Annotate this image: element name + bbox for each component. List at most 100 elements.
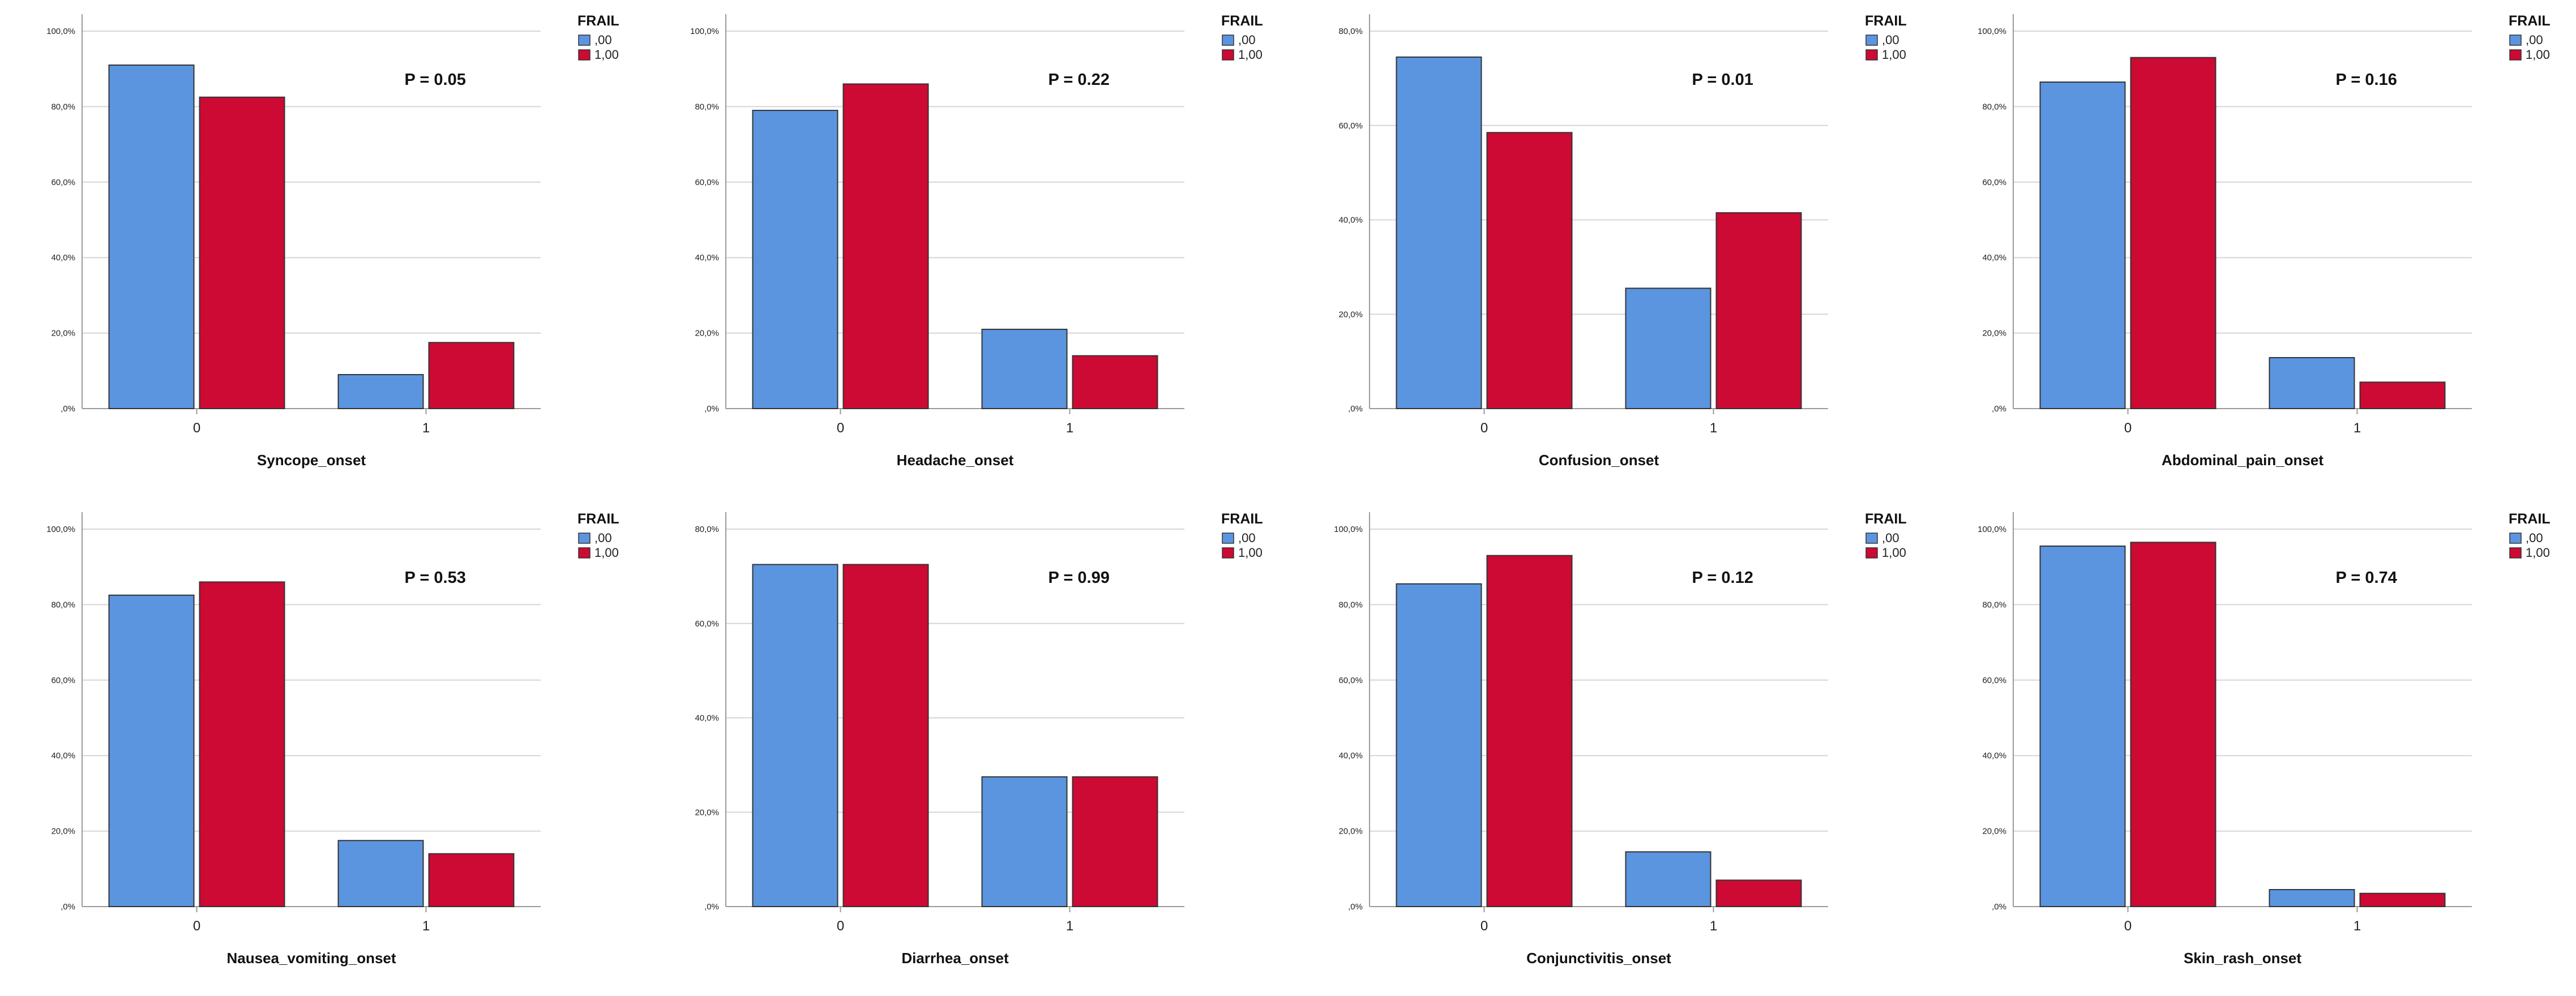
y-tick-label: 60,0% [695,178,719,187]
y-tick-label: 60,0% [695,619,719,629]
bar-frail-0-cat-0 [752,110,838,409]
x-tick-label: 1 [1710,918,1717,934]
legend-swatch-frail-0 [1222,533,1234,544]
bar-frail-1-cat-1 [1715,879,1802,907]
legend-title: FRAIL [577,511,619,527]
legend-swatch-frail-1 [2509,547,2522,559]
chart-svg: ,0% 20,0% 40,0% 60,0% 80,0% 0 1 Diarrhea_onset P… [695,511,1263,967]
chart-panel-abdominal-pain: ,0% 20,0% 40,0% 60,0% 80,0% 100,0% 0 1 Abdominal… [1931,0,2575,498]
y-tick-label: 20,0% [1338,827,1363,836]
y-tick-label: 100,0% [46,27,75,36]
bar-frail-0-cat-1 [337,840,424,908]
p-value-annotation: P = 0.16 [2336,71,2397,89]
bar-frail-1-cat-1 [428,342,515,410]
p-value-annotation: P = 0.53 [405,569,466,587]
legend-swatch-frail-1 [578,49,590,61]
bar-frail-1-cat-0 [2130,542,2216,908]
x-tick-label: 0 [2124,420,2132,436]
bar-frail-0-cat-0 [1396,583,1482,907]
y-tick-label: 20,0% [51,827,75,836]
bar-frail-1-cat-0 [842,564,929,907]
bar-frail-0-cat-1 [981,328,1068,409]
y-tick-label: 100,0% [1978,525,2006,534]
chart-svg: ,0% 20,0% 40,0% 60,0% 80,0% 100,0% 0 1 Conjuncti… [1334,511,1907,967]
bar-frail-0-cat-0 [1396,56,1482,409]
bar-frail-1-cat-0 [842,83,929,409]
y-tick-label: ,0% [1992,902,2006,912]
chart-svg: ,0% 20,0% 40,0% 60,0% 80,0% 100,0% 0 1 Nausea_vo… [46,511,619,967]
legend-swatch-frail-0 [578,533,590,544]
chart-panel-headache: ,0% 20,0% 40,0% 60,0% 80,0% 100,0% 0 1 Headache_… [644,0,1287,498]
legend-label-frail-0: ,00 [1238,531,1256,545]
x-tick-label: 0 [1480,420,1488,436]
bar-frail-0-cat-0 [108,65,195,409]
chart-svg: ,0% 20,0% 40,0% 60,0% 80,0% 100,0% 0 1 Skin_rash… [1978,511,2550,967]
legend-swatch-frail-0 [578,35,590,46]
y-tick-label: 40,0% [1338,216,1363,225]
x-tick-label: 0 [1480,918,1488,934]
bar-frail-0-cat-1 [1625,851,1711,907]
legend-swatch-frail-1 [1865,547,1878,559]
x-tick-label: 1 [2354,420,2361,436]
y-tick-label: 80,0% [695,525,719,534]
legend-label-frail-0: ,00 [1882,33,1899,47]
x-axis-title: Headache_onset [897,452,1014,469]
legend-swatch-frail-1 [1865,49,1878,61]
legend-title: FRAIL [1221,511,1263,527]
y-tick-label: 40,0% [51,751,75,761]
legend-label-frail-0: ,00 [2526,33,2543,47]
legend-label-frail-1: 1,00 [1882,546,1906,560]
x-axis-title: Nausea_vomiting_onset [226,950,396,967]
y-tick-label: 80,0% [51,102,75,111]
y-tick-label: 20,0% [695,329,719,338]
bar-frail-0-cat-0 [2039,81,2126,410]
y-tick-label: 100,0% [690,27,719,36]
chart-panel-skin-rash: ,0% 20,0% 40,0% 60,0% 80,0% 100,0% 0 1 Skin_rash… [1931,498,2575,996]
p-value-annotation: P = 0.74 [2336,569,2397,587]
bar-frail-1-cat-1 [428,853,515,907]
x-tick-label: 0 [837,918,844,934]
chart-panel-syncope: ,0% 20,0% 40,0% 60,0% 80,0% 100,0% 0 1 Syncope_o… [0,0,644,498]
bar-frail-0-cat-0 [108,594,195,908]
y-tick-label: 60,0% [51,676,75,685]
y-tick-label: 100,0% [1978,27,2006,36]
legend-swatch-frail-0 [2509,35,2522,46]
y-tick-label: 60,0% [1338,676,1363,685]
y-tick-label: 60,0% [1338,121,1363,131]
x-axis-title: Confusion_onset [1539,452,1659,469]
p-value-annotation: P = 0.12 [1692,569,1753,587]
legend-label-frail-1: 1,00 [594,48,619,62]
p-value-annotation: P = 0.99 [1049,569,1110,587]
x-axis-title: Conjunctivitis_onset [1526,950,1671,967]
y-tick-label: ,0% [704,404,719,414]
bar-frail-1-cat-0 [1486,555,1573,907]
x-axis-title: Syncope_onset [257,452,366,469]
y-tick-label: ,0% [1348,404,1363,414]
chart-panel-confusion: ,0% 20,0% 40,0% 60,0% 80,0% 0 1 Confusion_onset… [1287,0,1931,498]
y-tick-label: 40,0% [1982,751,2006,761]
legend-swatch-frail-0 [2509,533,2522,544]
bar-frail-0-cat-0 [752,564,838,907]
chart-svg: ,0% 20,0% 40,0% 60,0% 80,0% 100,0% 0 1 Abdominal… [1978,13,2550,469]
x-tick-label: 0 [193,918,200,934]
legend-title: FRAIL [1865,511,1907,527]
bar-frail-0-cat-1 [2269,888,2355,907]
y-tick-label: 40,0% [51,253,75,263]
p-value-annotation: P = 0.01 [1692,71,1753,89]
legend-label-frail-1: 1,00 [2526,546,2550,560]
legend-swatch-frail-1 [1222,547,1234,559]
x-tick-label: 1 [1710,420,1717,436]
x-axis-title: Skin_rash_onset [2184,950,2301,967]
bar-frail-1-cat-1 [2359,381,2446,409]
bar-frail-1-cat-1 [1072,776,1158,907]
y-tick-label: 40,0% [695,714,719,723]
chart-svg: ,0% 20,0% 40,0% 60,0% 80,0% 100,0% 0 1 Headache_… [690,13,1263,469]
x-axis-title: Abdominal_pain_onset [2162,452,2323,469]
bar-frail-1-cat-0 [199,581,285,907]
y-tick-label: ,0% [61,404,75,414]
y-tick-label: 60,0% [1982,676,2006,685]
y-tick-label: 60,0% [51,178,75,187]
y-tick-label: 60,0% [1982,178,2006,187]
y-tick-label: 80,0% [1338,27,1363,36]
legend-title: FRAIL [1865,13,1907,29]
